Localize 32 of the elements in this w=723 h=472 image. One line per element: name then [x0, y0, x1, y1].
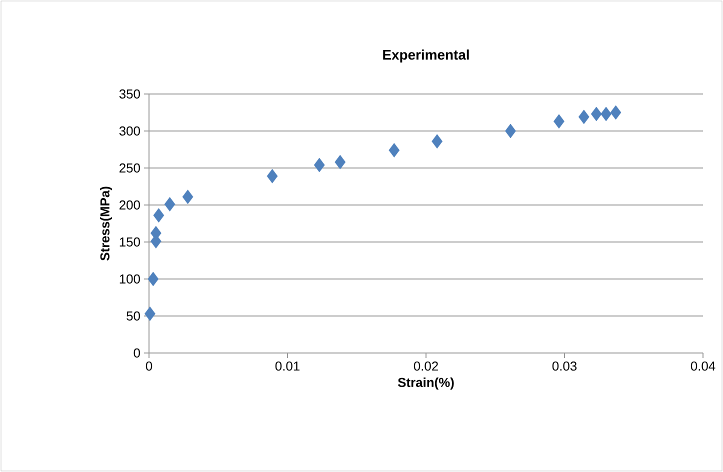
point	[148, 272, 159, 286]
x-tick-label: 0	[146, 362, 152, 371]
x-tick-label: 0.02	[414, 362, 438, 371]
point	[432, 134, 443, 149]
point	[153, 208, 164, 223]
x-tick-label: 0.04	[690, 362, 716, 371]
x-tick-label: 0.03	[552, 362, 577, 371]
point	[334, 154, 346, 170]
point	[144, 306, 156, 321]
y-tick-label: 350	[119, 89, 140, 99]
chart-title: Experimental	[383, 49, 469, 62]
point	[578, 110, 590, 124]
point	[182, 190, 194, 204]
y-tick-label: 300	[119, 126, 140, 136]
point	[164, 197, 176, 212]
y-tick-label: 0	[134, 348, 140, 358]
point	[590, 106, 602, 122]
x-tick-label: 0.01	[275, 362, 300, 371]
y-tick-label: 250	[120, 163, 140, 173]
point	[505, 124, 516, 138]
point	[314, 158, 325, 172]
point	[388, 143, 400, 158]
y-tick-label: 50	[126, 311, 140, 321]
point	[266, 168, 278, 184]
x-axis-title: Strain(%)	[398, 378, 454, 390]
y-axis-title: Stress(MPa)	[100, 186, 112, 261]
point	[554, 114, 564, 129]
point	[610, 105, 622, 120]
y-tick-label: 100	[120, 274, 140, 284]
y-tick-label: 150	[120, 237, 140, 247]
y-tick-label: 200	[120, 200, 140, 210]
point	[600, 106, 612, 122]
